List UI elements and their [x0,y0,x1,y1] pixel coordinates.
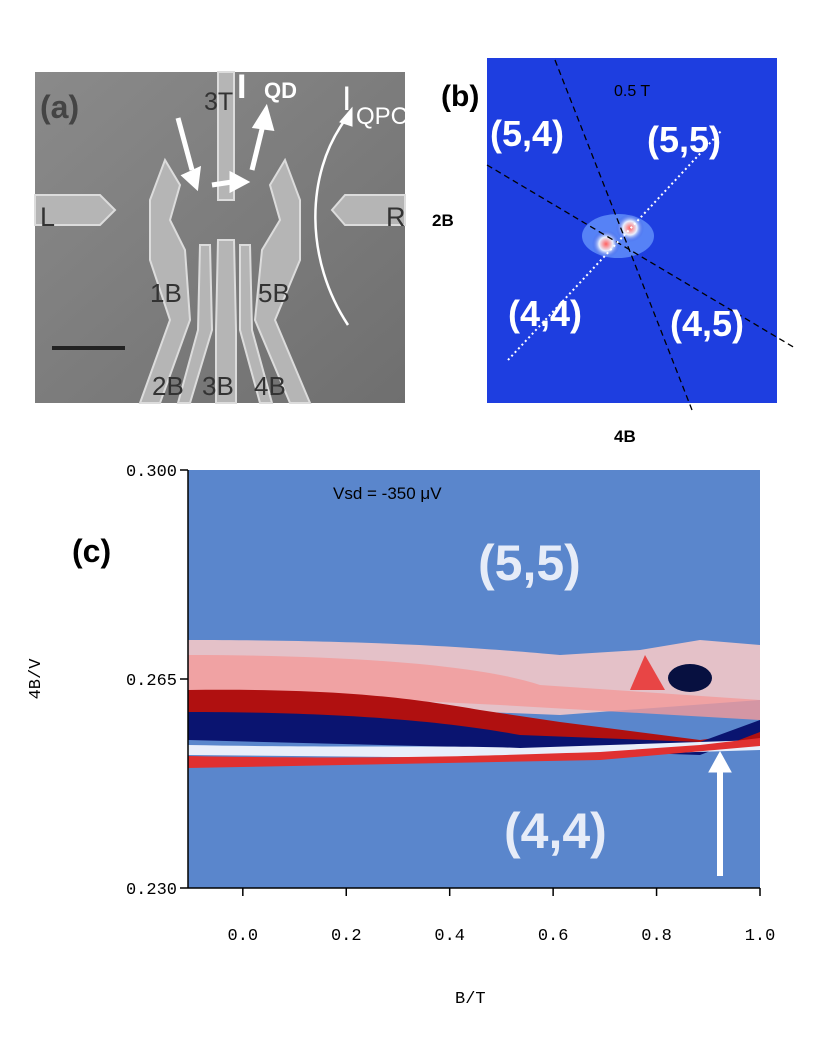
panel-b: (b) 0.5 T (5,4) (5,5) (4,4) (4,5) 2B 4B [432,58,796,446]
gates [34,71,406,404]
current-subscript: QD [264,78,297,103]
gate-label: R [386,202,406,232]
x-tick-label: 0.8 [641,927,672,946]
x-tick-label: 0.4 [434,927,465,946]
boundary-lines [486,59,796,411]
y-axis-label: 4B/V [27,658,46,700]
panel-label: (c) [72,533,111,569]
panel-label: (a) [40,89,79,125]
gate-label: 3B [202,371,234,401]
current-symbol: I [342,80,351,118]
region-label: (5,5) [647,119,721,160]
axis-label: 2B [432,211,454,230]
conductance-peak [616,214,644,242]
gate-label: 1B [150,278,182,308]
x-axis-label: B/T [455,990,486,1009]
y-tick-label: 0.300 [126,463,177,482]
gate-label: 2B [152,371,184,401]
gate-label: 4B [254,371,286,401]
region-label: (4,5) [670,303,744,344]
current-symbol: I [237,68,246,106]
gate-label: 3T [204,88,233,116]
annotation: Vsd = -350 μV [333,484,442,503]
y-tick-label: 0.265 [126,672,177,691]
arrows [175,103,353,326]
conductance-peak [592,230,620,258]
x-tick-label: 0.2 [331,927,362,946]
x-tick-label: 1.0 [745,927,776,946]
x-tick-label: 0.0 [228,927,259,946]
gate-label: 5B [258,278,290,308]
y-tick-label: 0.230 [126,881,177,900]
field-label: 0.5 T [614,83,650,100]
diagonal [507,129,723,361]
region-label: (4,4) [504,803,607,859]
region-label: (5,5) [478,535,581,591]
region-label: (5,4) [490,113,564,154]
panel-label: (b) [441,80,479,113]
heatmap-bands [188,640,760,768]
panel-a: (a) 3T L R 1B 5B 2B 3B 4B I QD I QPC [34,68,408,404]
axis-label: 4B [614,427,636,446]
gate-label: L [40,202,55,232]
x-tick-label: 0.6 [538,927,569,946]
arrow [708,750,732,876]
panel-c: (c) Vsd = -350 μV (5,5) (4,4) B/T 4B/V 0… [27,463,775,1009]
current-subscript: QPC [356,103,408,130]
region-label: (4,4) [508,293,582,334]
